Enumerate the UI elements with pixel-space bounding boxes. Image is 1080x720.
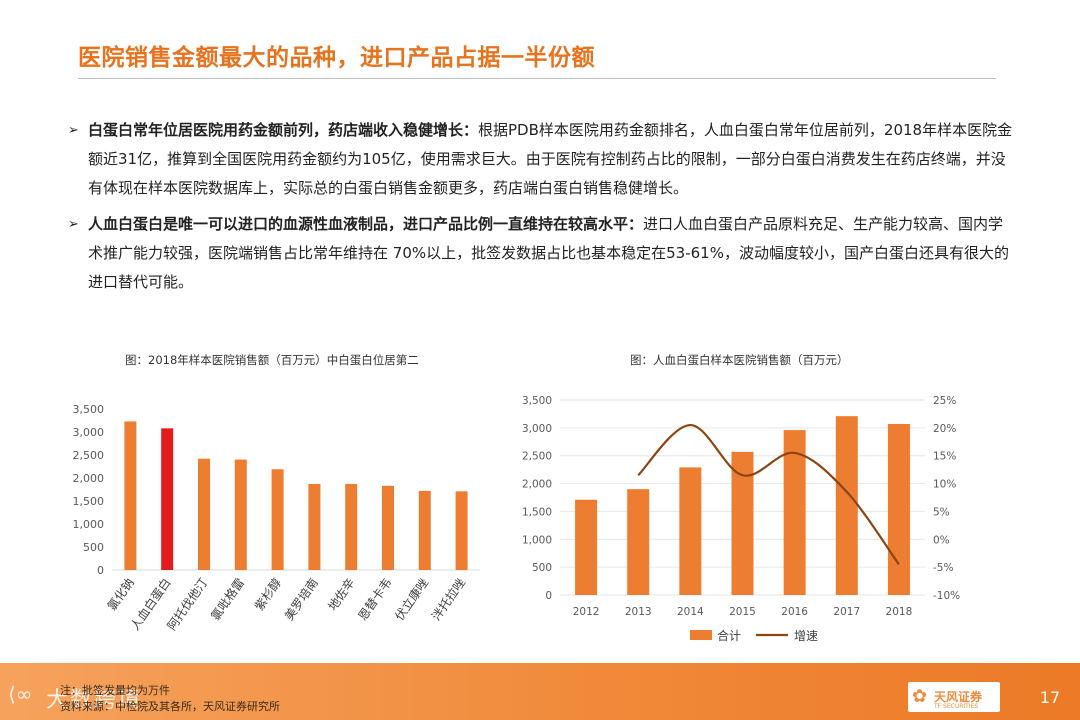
- y-left-tick-label: 3,500: [522, 395, 552, 407]
- y-tick-label: 2,000: [73, 472, 105, 485]
- flower-icon: ✿: [912, 686, 928, 707]
- x-tick-label: 2016: [781, 606, 808, 618]
- y-right-tick-label: -5%: [933, 562, 953, 574]
- y-tick-label: 1,500: [73, 495, 105, 508]
- y-tick-label: 1,000: [73, 518, 105, 531]
- y-left-tick-label: 1,000: [522, 534, 552, 546]
- bar: [124, 421, 137, 570]
- chart1-title: 图：2018年样本医院销售额（百万元）中白蛋白位居第二: [125, 353, 419, 367]
- x-tick-label: 2015: [729, 606, 756, 618]
- bullet-item-2: ➢ 人血白蛋白是唯一可以进口的血源性血液制品，进口产品比例一直维持在较高水平：进…: [68, 210, 1018, 297]
- bar: [835, 416, 858, 595]
- chart1-svg: 05001,0001,5002,0002,5003,0003,500氯化钠人血白…: [73, 403, 480, 633]
- slide-title: 医院销售金额最大的品种，进口产品占据一半份额: [78, 45, 595, 71]
- y-right-tick-label: 15%: [933, 451, 956, 463]
- y-right-tick-label: 25%: [933, 395, 956, 407]
- bar: [382, 485, 394, 570]
- x-tick-label: 地佐辛: [326, 576, 358, 614]
- x-tick-label: 恩替卡韦: [355, 576, 394, 623]
- company-logo: [908, 682, 1000, 712]
- bar: [271, 469, 284, 570]
- legend-label: 合计: [717, 628, 741, 643]
- y-right-tick-label: 5%: [933, 506, 950, 518]
- arrow-icon: ➢: [68, 217, 79, 232]
- bar: [308, 483, 321, 570]
- bullet-lead: 人血白蛋白是唯一可以进口的血源性血液制品，进口产品比例一直维持在较高水平：: [88, 215, 644, 233]
- x-tick-label: 氯化钠: [104, 575, 137, 613]
- y-right-tick-label: 0%: [933, 534, 950, 546]
- y-left-tick-label: 2,500: [522, 451, 552, 463]
- x-tick-label: 2014: [677, 606, 704, 618]
- bar: [234, 459, 247, 570]
- watermark: 大数跨境: [46, 688, 143, 713]
- bullet-item-1: ➢ 白蛋白常年位居医院用药金额前列，药店端收入稳健增长：根据PDB样本医院用药金…: [68, 116, 1018, 203]
- title-divider: [78, 78, 996, 79]
- logo-subtext: TF SECURITIES: [934, 703, 979, 710]
- x-tick-label: 伏立康唑: [391, 575, 431, 623]
- bar: [887, 423, 910, 595]
- legend-swatch-bar: [690, 630, 712, 640]
- x-tick-label: 美罗培南: [281, 575, 321, 623]
- legend-label: 增速: [794, 629, 818, 643]
- bar: [418, 490, 431, 570]
- bar: [783, 430, 806, 595]
- page-number: 17: [1039, 688, 1061, 707]
- footer-note: 注：批签发量均为万件: [60, 684, 170, 697]
- y-left-tick-label: 500: [532, 562, 552, 574]
- arrow-icon: ➢: [68, 123, 79, 138]
- x-tick-label: 2017: [833, 606, 860, 618]
- bullet-list: ➢ 白蛋白常年位居医院用药金额前列，药店端收入稳健增长：根据PDB样本医院用药金…: [68, 116, 1018, 304]
- footer-source: 资料来源：中检院及其各所，天风证券研究所: [60, 700, 280, 713]
- y-right-tick-label: 20%: [933, 423, 956, 435]
- bar: [679, 467, 702, 595]
- x-tick-label: 2012: [573, 606, 600, 618]
- x-tick-label: 泮托拉唑: [428, 575, 468, 623]
- y-left-tick-label: 0: [545, 590, 552, 602]
- y-right-tick-label: -10%: [933, 590, 960, 602]
- bullet-body: 根据PDB样本医院用药金额排名，人血白蛋白常年位居前列，2018年样本医院金额近…: [88, 121, 1013, 197]
- chart2-title: 图：人血白蛋白样本医院销售额（百万元）: [630, 353, 849, 367]
- bar: [455, 491, 468, 570]
- bullet-lead: 白蛋白常年位居医院用药金额前列，药店端收入稳健增长：: [88, 121, 479, 139]
- x-tick-label: 紫杉醇: [251, 575, 284, 613]
- y-left-tick-label: 2,000: [522, 479, 552, 491]
- bar: [345, 483, 358, 570]
- bar: [627, 489, 650, 595]
- y-left-tick-label: 1,500: [522, 506, 552, 518]
- y-tick-label: 500: [83, 541, 104, 554]
- bar: [575, 499, 598, 595]
- y-left-tick-label: 3,000: [522, 423, 552, 435]
- growth-line: [637, 423, 900, 565]
- chart2-svg: 0 500 1,000 1,500 2,000 2,500 3,000 3,500 -10% -5…: [522, 395, 960, 643]
- x-tick-label: 氯吡格雷: [207, 575, 247, 623]
- y-tick-label: 0: [97, 564, 104, 577]
- x-tick-label: 2018: [886, 606, 913, 618]
- bar: [731, 451, 754, 595]
- bullet-body: 进口人血白蛋白产品原料充足、生产能力较高、国内学术推广能力较强，医院端销售占比常…: [88, 215, 1009, 291]
- bar: [198, 458, 210, 570]
- y-tick-label: 3,000: [73, 426, 105, 439]
- logo-text: 天风证券: [934, 690, 983, 704]
- y-tick-label: 3,500: [73, 403, 105, 416]
- x-tick-label: 2013: [625, 606, 652, 618]
- watermark-logo-icon: ⟨∞: [8, 682, 33, 706]
- y-tick-label: 2,500: [73, 449, 105, 462]
- bar: [161, 428, 174, 570]
- y-right-tick-label: 10%: [933, 479, 956, 491]
- footer-band: [0, 663, 1080, 720]
